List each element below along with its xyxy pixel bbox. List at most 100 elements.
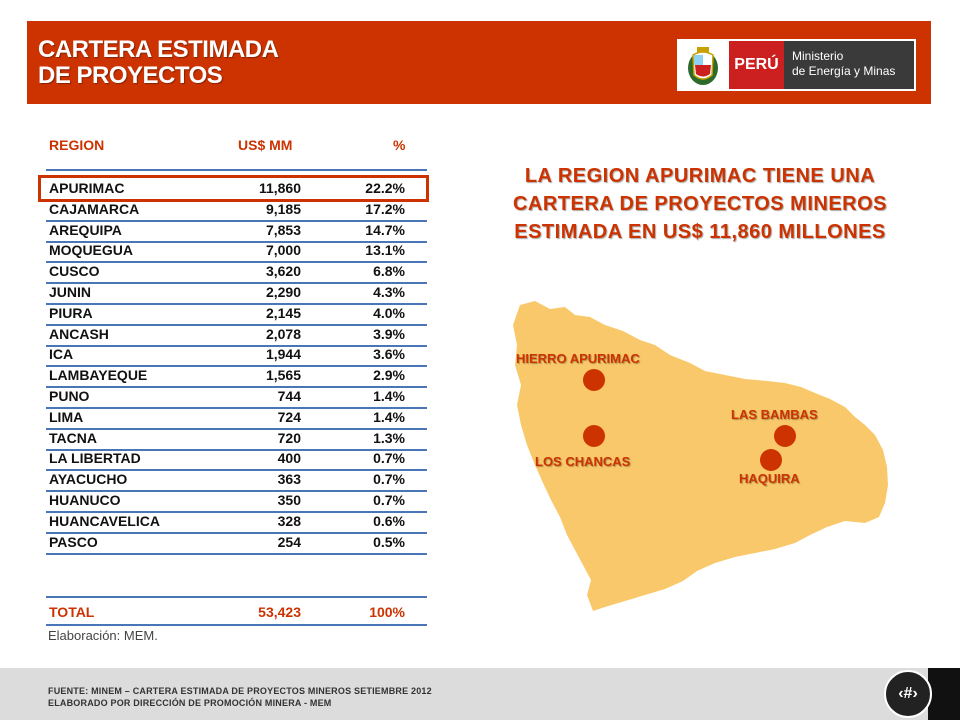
row-pct: 0.7%	[373, 492, 405, 508]
row-region: JUNIN	[49, 284, 92, 300]
table-row: JUNIN 2,290 4.3%	[46, 282, 427, 305]
row-region: ICA	[49, 346, 74, 363]
page-number: ‹#›	[884, 670, 932, 718]
table-row: ICA 1,944 3.6%	[46, 344, 427, 368]
footer-source: FUENTE: MINEM – CARTERA ESTIMADA DE PROY…	[48, 686, 432, 696]
row-value: 3,620	[265, 263, 301, 280]
row-region: LA LIBERTAD	[49, 450, 141, 467]
label-haquira: HAQUIRA	[739, 471, 800, 486]
logo-country: PERÚ	[729, 41, 784, 89]
marker-las-bambas	[774, 425, 796, 447]
logo-ministry-line1: Ministerio	[792, 49, 844, 63]
row-value: 400	[277, 450, 301, 467]
table-top-rule	[46, 169, 427, 171]
row-value: 254	[277, 533, 301, 550]
footer-dark-strip	[928, 668, 960, 720]
row-value: 2,290	[265, 284, 301, 300]
total-pct: 100%	[369, 604, 405, 620]
marker-los-chancas	[583, 425, 605, 447]
table-row: PIURA 2,145 4.0%	[46, 303, 427, 326]
row-value: 7,853	[265, 221, 301, 238]
row-region: MOQUEGUA	[49, 242, 133, 259]
total-value: 53,423	[258, 604, 301, 620]
table-total-rule	[46, 596, 427, 598]
row-pct: 1.4%	[373, 408, 405, 425]
source-note: Elaboración: MEM.	[48, 628, 158, 643]
region-shape	[513, 301, 888, 611]
footer-credit: ELABORADO POR DIRECCIÓN DE PROMOCIÓN MIN…	[48, 698, 332, 708]
headline-line3: ESTIMADA EN US$ 11,860 MILLONES	[514, 221, 886, 243]
row-pct: 17.2%	[365, 200, 405, 217]
row-pct: 3.6%	[373, 346, 405, 363]
row-pct: 0.5%	[373, 533, 405, 550]
row-value: 720	[277, 429, 301, 446]
row-region: LAMBAYEQUE	[49, 367, 148, 384]
row-pct: 1.3%	[373, 429, 405, 446]
marker-hierro-apurimac	[583, 369, 605, 391]
coat-of-arms-icon	[679, 41, 727, 89]
row-region: AYACUCHO	[49, 471, 128, 488]
table-row: LIMA 724 1.4%	[46, 407, 427, 430]
table-row: PUNO 744 1.4%	[46, 386, 427, 409]
headline-line2: CARTERA DE PROYECTOS MINEROS	[512, 193, 888, 215]
row-region: PUNO	[49, 388, 90, 404]
row-region: PIURA	[49, 304, 93, 321]
row-region: HUANCAVELICA	[49, 512, 160, 529]
table-row: CUSCO 3,620 6.8%	[46, 261, 427, 285]
row-region: AREQUIPA	[49, 221, 122, 238]
row-value: 328	[277, 512, 301, 529]
row-region: TACNA	[49, 429, 97, 446]
row-value: 2,145	[265, 304, 301, 321]
table-row: CAJAMARCA 9,185 17.2%	[46, 199, 427, 222]
ministry-logo: PERÚ Ministerio de Energía y Minas	[677, 39, 916, 91]
row-value: 1,944	[265, 346, 301, 363]
row-pct: 0.7%	[373, 471, 405, 488]
apurimac-map	[513, 301, 888, 611]
row-pct: 0.7%	[373, 450, 405, 467]
table-row: PASCO 254 0.5%	[46, 532, 427, 555]
row-value: 724	[277, 408, 301, 425]
row-value: 363	[277, 471, 301, 488]
table-row: AREQUIPA 7,853 14.7%	[46, 220, 427, 243]
row-region: APURIMAC	[49, 180, 125, 196]
row-pct: 6.8%	[373, 263, 405, 280]
table-row: ANCASH 2,078 3.9%	[46, 324, 427, 347]
row-region: ANCASH	[49, 325, 109, 342]
label-hierro-apurimac: HIERRO APURIMAC	[516, 351, 640, 366]
row-region: PASCO	[49, 533, 98, 550]
col-header-region: REGION	[49, 137, 105, 153]
row-value: 2,078	[265, 325, 301, 342]
table-row: HUANUCO 350 0.7%	[46, 490, 427, 513]
row-region: CUSCO	[49, 263, 100, 280]
page-title-line2: DE PROYECTOS	[38, 62, 223, 89]
row-value: 1,565	[265, 367, 301, 384]
footer-bar	[0, 668, 960, 720]
logo-ministry-line2: de Energía y Minas	[792, 64, 896, 78]
row-value: 9,185	[265, 200, 301, 217]
row-pct: 0.6%	[373, 512, 405, 529]
row-pct: 13.1%	[365, 242, 405, 259]
col-header-pct: %	[393, 137, 406, 153]
row-pct: 4.3%	[373, 284, 405, 300]
col-header-value: US$ MM	[238, 137, 293, 153]
row-pct: 14.7%	[365, 221, 405, 238]
row-region: CAJAMARCA	[49, 200, 140, 217]
logo-ministry: Ministerio de Energía y Minas	[784, 41, 914, 89]
apurimac-highlight	[38, 175, 429, 202]
page-title-line1: CARTERA ESTIMADA	[38, 36, 279, 63]
marker-haquira	[760, 449, 782, 471]
label-los-chancas: LOS CHANCAS	[535, 454, 631, 469]
table-row: AYACUCHO 363 0.7%	[46, 469, 427, 493]
row-value: 744	[277, 388, 301, 404]
row-region: HUANUCO	[49, 492, 121, 508]
table-row: LA LIBERTAD 400 0.7%	[46, 448, 427, 472]
row-pct: 22.2%	[365, 180, 405, 196]
row-region: LIMA	[49, 408, 84, 425]
headline-line1: LA REGION APURIMAC TIENE UNA	[524, 165, 876, 187]
row-value: 7,000	[265, 242, 301, 259]
row-value: 350	[277, 492, 301, 508]
table-row: TACNA 720 1.3%	[46, 428, 427, 451]
row-pct: 3.9%	[373, 325, 405, 342]
table-row: MOQUEGUA 7,000 13.1%	[46, 240, 427, 264]
total-row: TOTAL 53,423 100%	[46, 602, 427, 626]
